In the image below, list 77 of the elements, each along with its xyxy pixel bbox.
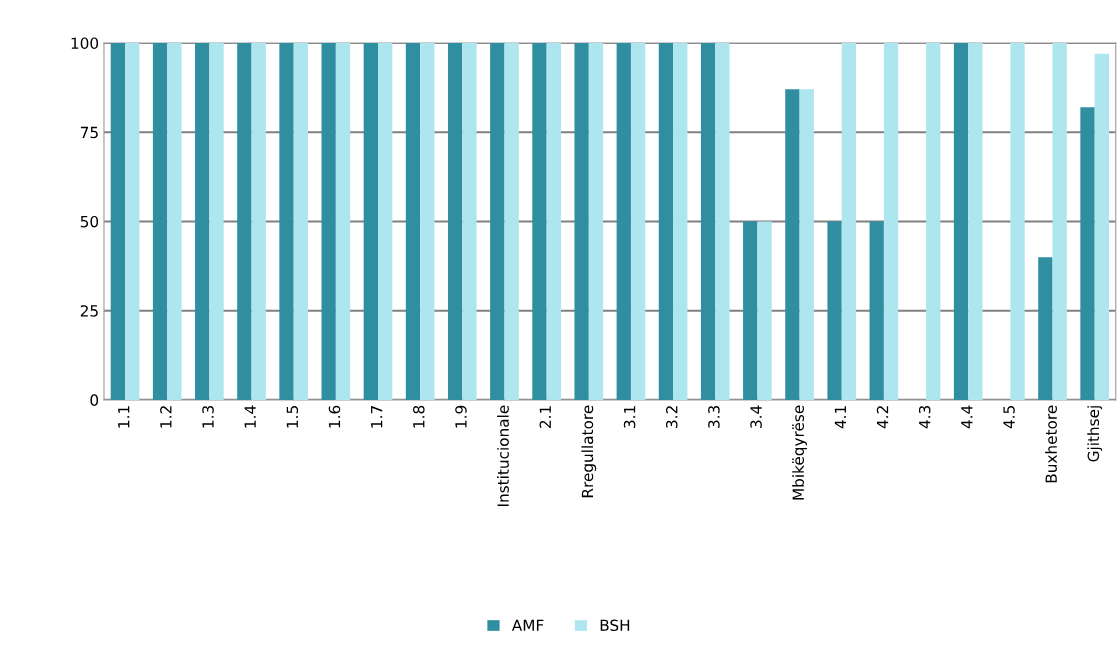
bar — [616, 42, 631, 400]
x-tick-label: 1.5 — [286, 406, 299, 428]
x-tick-label: Rregullatore — [581, 405, 597, 498]
x-tick-label: 1.9 — [455, 405, 467, 428]
legend-label: BSH — [600, 619, 630, 632]
bar — [1080, 107, 1095, 400]
bar — [785, 89, 800, 400]
x-tick-label: Institucionale — [497, 405, 509, 506]
bar — [700, 42, 716, 400]
legend-label: AMF — [511, 619, 544, 631]
x-tick-label: Buxhetore — [1045, 405, 1057, 483]
y-tick-label: 25 — [80, 305, 98, 317]
bar — [532, 42, 547, 400]
bar — [335, 42, 351, 400]
bar — [504, 42, 519, 400]
x-tick-label: 3.2 — [665, 406, 678, 428]
x-tick-label: Mbikëqyrëse — [792, 405, 807, 500]
x-tick-label: 1.3 — [202, 405, 214, 428]
bar — [378, 42, 393, 400]
x-tick-label: 1.2 — [160, 406, 172, 428]
bar — [195, 42, 210, 400]
bar — [490, 42, 505, 400]
bar — [574, 42, 589, 400]
x-tick-label: 4.4 — [961, 405, 973, 429]
y-tick-label: 50 — [80, 215, 99, 228]
bar — [743, 221, 758, 400]
bar — [658, 42, 674, 400]
x-tick-label: 1.7 — [371, 406, 383, 428]
x-tick-label: 3.3 — [708, 405, 720, 428]
bar — [321, 42, 336, 400]
bar — [462, 42, 477, 400]
bar — [799, 89, 814, 400]
bar — [110, 42, 126, 400]
bar — [715, 42, 730, 400]
bar — [1038, 257, 1053, 400]
bar — [869, 221, 884, 400]
bar — [953, 42, 969, 400]
bar — [1010, 42, 1025, 400]
x-tick-label: 4.5 — [1003, 406, 1015, 429]
bar — [152, 42, 168, 400]
bar — [251, 42, 266, 400]
bar — [883, 42, 899, 400]
bar — [926, 42, 941, 400]
y-tick-label: 0 — [90, 394, 99, 406]
x-tick-label: 2.1 — [539, 406, 551, 428]
bar — [630, 42, 646, 400]
bar — [405, 42, 421, 400]
bar — [827, 221, 842, 400]
bar — [673, 42, 688, 400]
bar — [1052, 42, 1067, 400]
x-tick-label: 1.4 — [244, 405, 256, 428]
bar — [546, 42, 561, 400]
y-tick-label: 100 — [71, 37, 99, 49]
bar — [968, 42, 983, 400]
bar — [279, 42, 294, 400]
x-tick-label: Gjithsej — [1087, 406, 1103, 462]
bar — [420, 42, 435, 400]
bar — [125, 42, 140, 400]
bar — [588, 42, 604, 400]
x-tick-label: 1.1 — [118, 406, 130, 428]
bar — [363, 42, 378, 400]
bar — [841, 42, 857, 400]
x-tick-label: 1.8 — [413, 405, 425, 428]
bar — [447, 42, 463, 400]
x-tick-label: 4.1 — [834, 406, 846, 429]
bar — [209, 42, 224, 400]
bar — [167, 42, 182, 400]
bar — [293, 42, 309, 400]
bar — [757, 221, 772, 400]
x-tick-label: 4.3 — [918, 405, 931, 429]
x-tick-label: 3.4 — [750, 405, 762, 428]
x-tick-label: 3.1 — [623, 406, 636, 428]
x-tick-label: 1.6 — [328, 405, 341, 428]
x-tick-label: 4.2 — [876, 406, 889, 429]
bar — [237, 42, 252, 400]
y-tick-label: 75 — [80, 126, 98, 139]
bar — [1094, 53, 1110, 400]
